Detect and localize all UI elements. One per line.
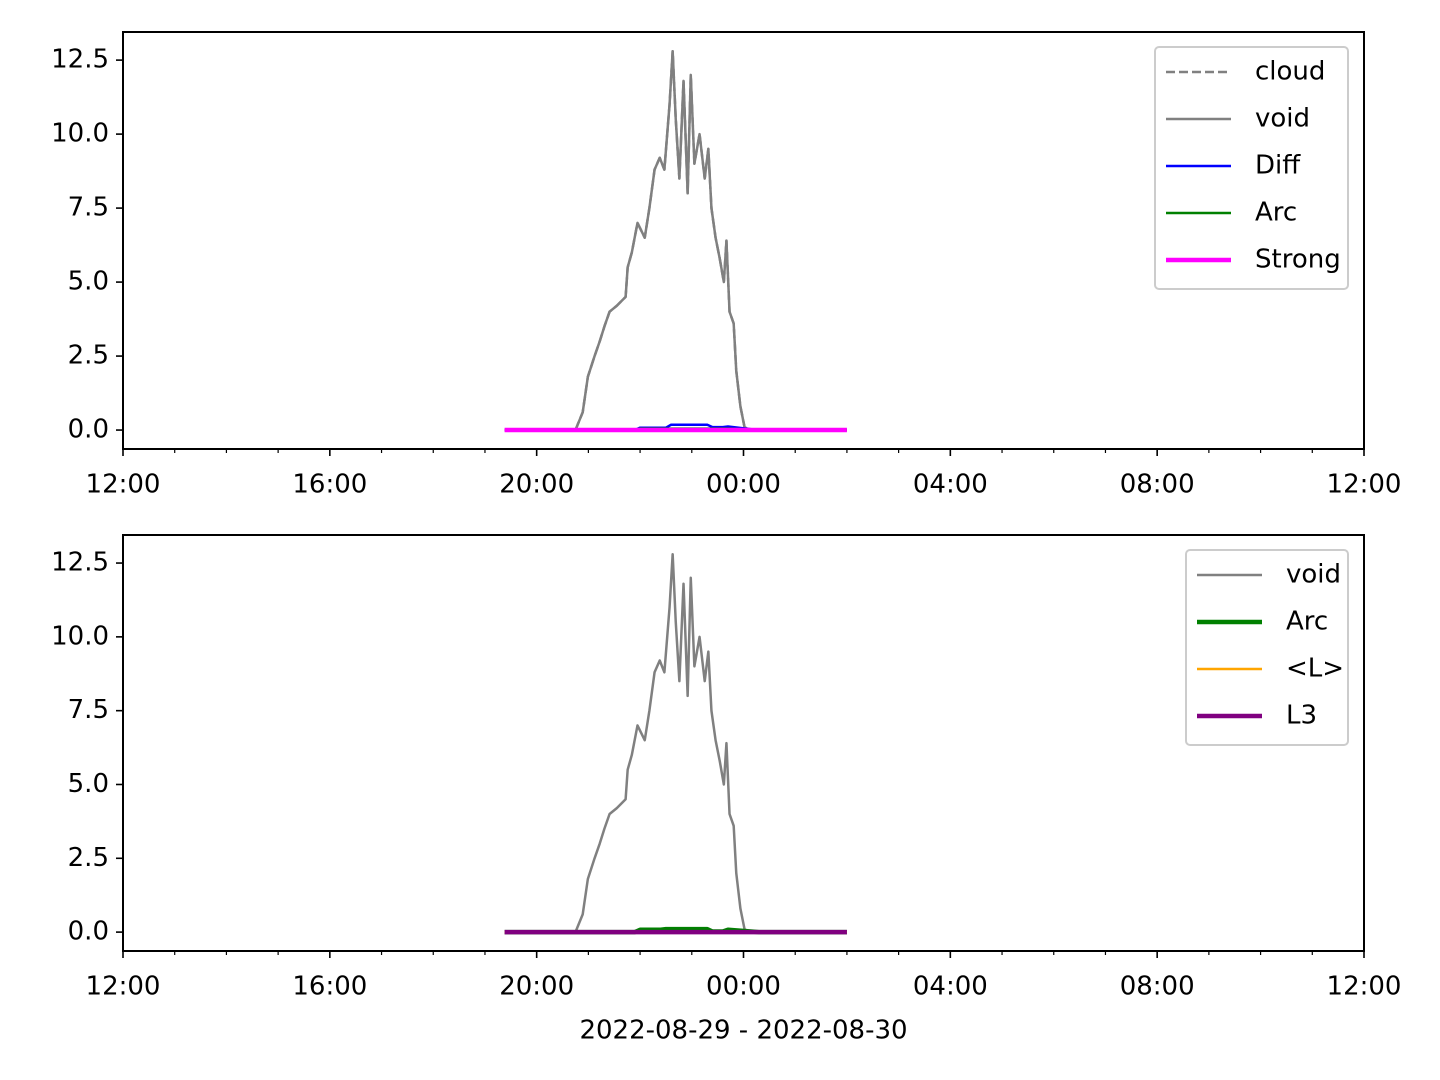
y-tick-label: 10.0 [51,119,109,149]
legend-label: <L> [1286,654,1344,684]
x-tick-label: 04:00 [913,470,988,500]
legend-box [1185,549,1349,746]
legend-label: void [1255,104,1310,134]
x-tick-label: 12:00 [1327,470,1402,500]
x-tick-label: 20:00 [499,470,574,500]
x-tick-label: 00:00 [706,972,781,1002]
y-tick-label: 7.5 [68,695,109,725]
legend-label: L3 [1286,701,1317,731]
y-tick-label: 12.5 [51,45,109,75]
x-tick-label: 20:00 [499,972,574,1002]
x-tick-label: 16:00 [292,972,367,1002]
legend-label: Diff [1255,151,1301,181]
y-tick-label: 2.5 [68,843,109,873]
legend-label: void [1286,560,1341,590]
y-tick-label: 0.0 [68,917,109,947]
x-tick-label: 12:00 [1327,972,1402,1002]
line-series [574,49,760,432]
x-tick-label: 12:00 [86,470,161,500]
legend-label: Strong [1255,245,1341,275]
y-tick-label: 12.5 [51,548,109,578]
legend-label: cloud [1255,57,1325,87]
x-tick-label: 08:00 [1120,972,1195,1002]
legend-label: Arc [1286,607,1328,637]
x-tick-label: 04:00 [913,972,988,1002]
plot-area [504,49,847,433]
x-tick-label: 12:00 [86,972,161,1002]
y-tick-label: 5.0 [68,769,109,799]
legend-box [1154,46,1349,290]
y-tick-label: 10.0 [51,621,109,651]
x-tick-label: 08:00 [1120,470,1195,500]
y-tick-label: 7.5 [68,193,109,223]
plot-area [504,552,847,935]
x-tick-label: 16:00 [292,470,367,500]
y-tick-label: 0.0 [68,415,109,445]
x-axis-label: 2022-08-29 - 2022-08-30 [579,1016,907,1046]
line-series [574,552,760,934]
y-tick-label: 5.0 [68,267,109,297]
legend-label: Arc [1255,198,1297,228]
y-tick-label: 2.5 [68,341,109,371]
x-tick-label: 00:00 [706,470,781,500]
